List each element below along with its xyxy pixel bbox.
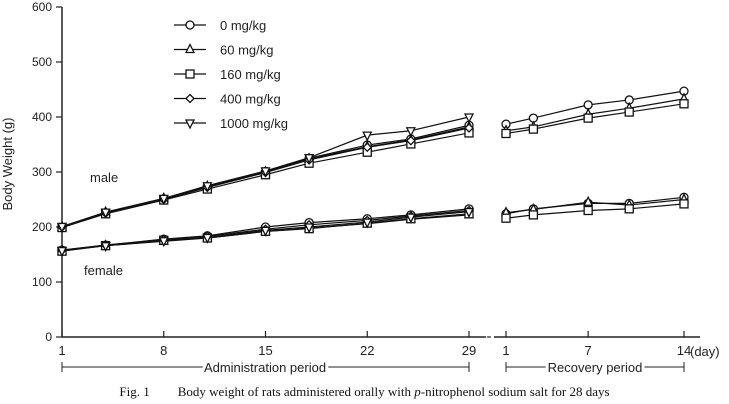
data-point — [679, 199, 689, 209]
data-point — [56, 246, 68, 258]
series-female-160-mg-kg — [57, 199, 689, 256]
x-tick-label: 8 — [160, 343, 167, 358]
x-tick-label: 1 — [502, 343, 509, 358]
y-tick-label: 100 — [32, 275, 52, 289]
series-group — [56, 86, 690, 258]
data-point — [463, 113, 475, 124]
female-label: female — [84, 263, 123, 278]
x-tick-label: 14 — [677, 343, 691, 358]
y-axis-label: Body Weight (g) — [0, 118, 15, 211]
y-tick-label: 0 — [45, 330, 52, 344]
data-point — [362, 218, 373, 229]
data-point — [624, 204, 634, 214]
series-male-1000-mg-kg — [56, 113, 475, 233]
data-point — [463, 207, 475, 219]
data-point — [679, 99, 689, 109]
data-point — [501, 213, 511, 223]
legend-label: 160 mg/kg — [220, 67, 281, 82]
series-female-1000-mg-kg — [56, 207, 475, 258]
data-point — [260, 226, 271, 237]
legend-label: 400 mg/kg — [220, 92, 281, 107]
legend-item: 0 mg/kg — [174, 18, 266, 33]
x-tick-label: 22 — [360, 343, 374, 358]
male-label: male — [90, 170, 118, 185]
legend-item: 400 mg/kg — [174, 92, 281, 107]
x-tick-label: 1 — [58, 343, 65, 358]
legend-label: 1000 mg/kg — [220, 116, 288, 131]
x-tick-label: 7 — [585, 343, 592, 358]
data-point — [202, 233, 213, 244]
data-point — [304, 223, 315, 234]
data-point — [158, 237, 169, 248]
data-point — [583, 100, 593, 110]
legend-item: 1000 mg/kg — [174, 116, 288, 131]
data-point — [464, 123, 474, 133]
legend-marker — [184, 43, 196, 54]
data-point — [528, 124, 539, 134]
data-point — [158, 194, 169, 205]
caption-text-1: Body weight of rats administered orally … — [177, 384, 415, 399]
data-point — [100, 242, 111, 253]
caption-text-2: -nitrophenol sodium salt for 28 days — [420, 384, 610, 399]
legend-marker — [185, 69, 195, 79]
y-tick-label: 600 — [32, 0, 52, 14]
series-male-160-mg-kg — [57, 99, 689, 233]
x-tick-label: 29 — [462, 343, 476, 358]
legend-marker — [185, 20, 195, 30]
data-point — [583, 195, 594, 206]
data-point — [405, 127, 416, 138]
legend: 0 mg/kg 60 mg/kg 160 mg/kg 400 mg/kg 1000 mg… — [174, 18, 288, 131]
y-tick-label: 500 — [32, 55, 52, 69]
data-point — [362, 142, 373, 153]
caption-italic: p — [414, 384, 421, 399]
data-point — [405, 135, 416, 146]
recovery-period-label: Recovery period — [548, 360, 643, 375]
data-point — [362, 131, 373, 142]
data-point — [100, 208, 111, 219]
legend-item: 160 mg/kg — [174, 67, 281, 82]
data-point — [202, 182, 213, 193]
figure-caption: Fig. 1 Body weight of rats administered o… — [0, 384, 729, 400]
admin-period-label: Administration period — [204, 360, 326, 375]
legend-label: 0 mg/kg — [220, 18, 266, 33]
series-male-60-mg-kg — [56, 92, 690, 231]
figure-number: Fig. 1 — [119, 384, 150, 399]
legend-label: 60 mg/kg — [220, 43, 273, 58]
y-tick-label: 400 — [32, 110, 52, 124]
y-tick-label: 300 — [32, 165, 52, 179]
data-point — [528, 210, 539, 220]
axes: 0 100 200 300 400 500 600 1 8 15 22 29 1 7 14 — [32, 0, 700, 372]
data-point — [304, 154, 315, 165]
y-tick-label: 200 — [32, 220, 52, 234]
day-unit-label: (day) — [690, 344, 720, 359]
data-point — [405, 213, 416, 224]
data-point — [624, 107, 634, 117]
x-tick-label: 15 — [258, 343, 272, 358]
data-point — [501, 128, 511, 139]
data-point — [56, 222, 68, 233]
legend-marker — [184, 119, 196, 130]
legend-item: 60 mg/kg — [174, 43, 273, 58]
data-point — [260, 167, 271, 178]
data-point — [583, 205, 593, 216]
legend-marker — [185, 93, 195, 104]
data-point — [583, 113, 593, 123]
